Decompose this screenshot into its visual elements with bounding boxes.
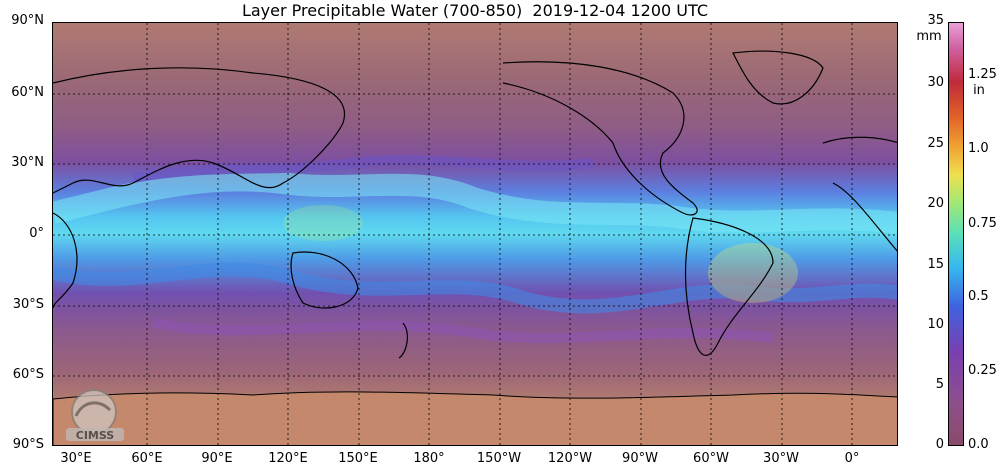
colorbar-mm-tick: 15 <box>927 257 944 272</box>
colorbar-mm-tick: 10 <box>927 317 944 332</box>
lon-label-150w: 150°W <box>476 451 522 466</box>
lon-label-90w: 90°W <box>622 451 658 466</box>
lat-label-60s: 60°S <box>12 367 44 382</box>
map-overlay <box>53 23 897 445</box>
lon-label-30w: 30°W <box>763 451 799 466</box>
colorbar-mm-tick: 35 <box>927 13 944 28</box>
colorbar-in-tick: 0.25 <box>968 363 997 378</box>
colorbar-in-tick: 0.75 <box>968 216 997 231</box>
colorbar-in-tick: 0.0 <box>968 437 989 452</box>
colorbar-mm-tick: 30 <box>927 75 944 90</box>
lon-label-120e: 120°E <box>268 451 308 466</box>
map-title: Layer Precipitable Water (700-850) 2019-… <box>241 1 709 20</box>
lon-label-180: 180° <box>413 451 445 466</box>
lon-label-30e: 30°E <box>60 451 92 466</box>
lon-label-0: 0° <box>844 451 860 466</box>
colorbar-mm-tick: 20 <box>927 196 944 211</box>
lat-label-90s: 90°S <box>12 437 44 452</box>
colorbar-in-tick: 1.25 <box>968 67 997 82</box>
colorbar-mm-tick: 0 <box>935 437 944 452</box>
moisture-swirls <box>53 155 897 343</box>
lat-label-30s: 30°S <box>12 297 44 312</box>
lon-label-150e: 150°E <box>338 451 378 466</box>
cimss-logo-text: CIMSS <box>76 429 115 442</box>
graticule <box>53 23 897 445</box>
colorbar-unit-in: in <box>973 83 985 98</box>
lat-label-equator: 0° <box>29 226 44 241</box>
colorbar-mm-tick: 25 <box>927 136 944 151</box>
lon-label-60e: 60°E <box>131 451 163 466</box>
antarctica-coast <box>53 391 897 445</box>
lon-label-120w: 120°W <box>547 451 593 466</box>
precipitable-water-map <box>52 22 898 446</box>
colorbar-unit-mm: mm <box>916 29 942 44</box>
lon-label-60w: 60°W <box>693 451 729 466</box>
lat-label-60n: 60°N <box>11 85 44 100</box>
colorbar <box>948 22 964 446</box>
colorbar-in-tick: 1.0 <box>968 141 989 156</box>
coastlines <box>53 50 897 359</box>
lon-label-90e: 90°E <box>201 451 233 466</box>
cimss-logo: CIMSS <box>58 388 130 444</box>
lat-label-30n: 30°N <box>11 155 44 170</box>
colorbar-in-tick: 0.5 <box>968 289 989 304</box>
lat-label-90n: 90°N <box>11 13 44 28</box>
colorbar-mm-tick: 5 <box>935 377 944 392</box>
